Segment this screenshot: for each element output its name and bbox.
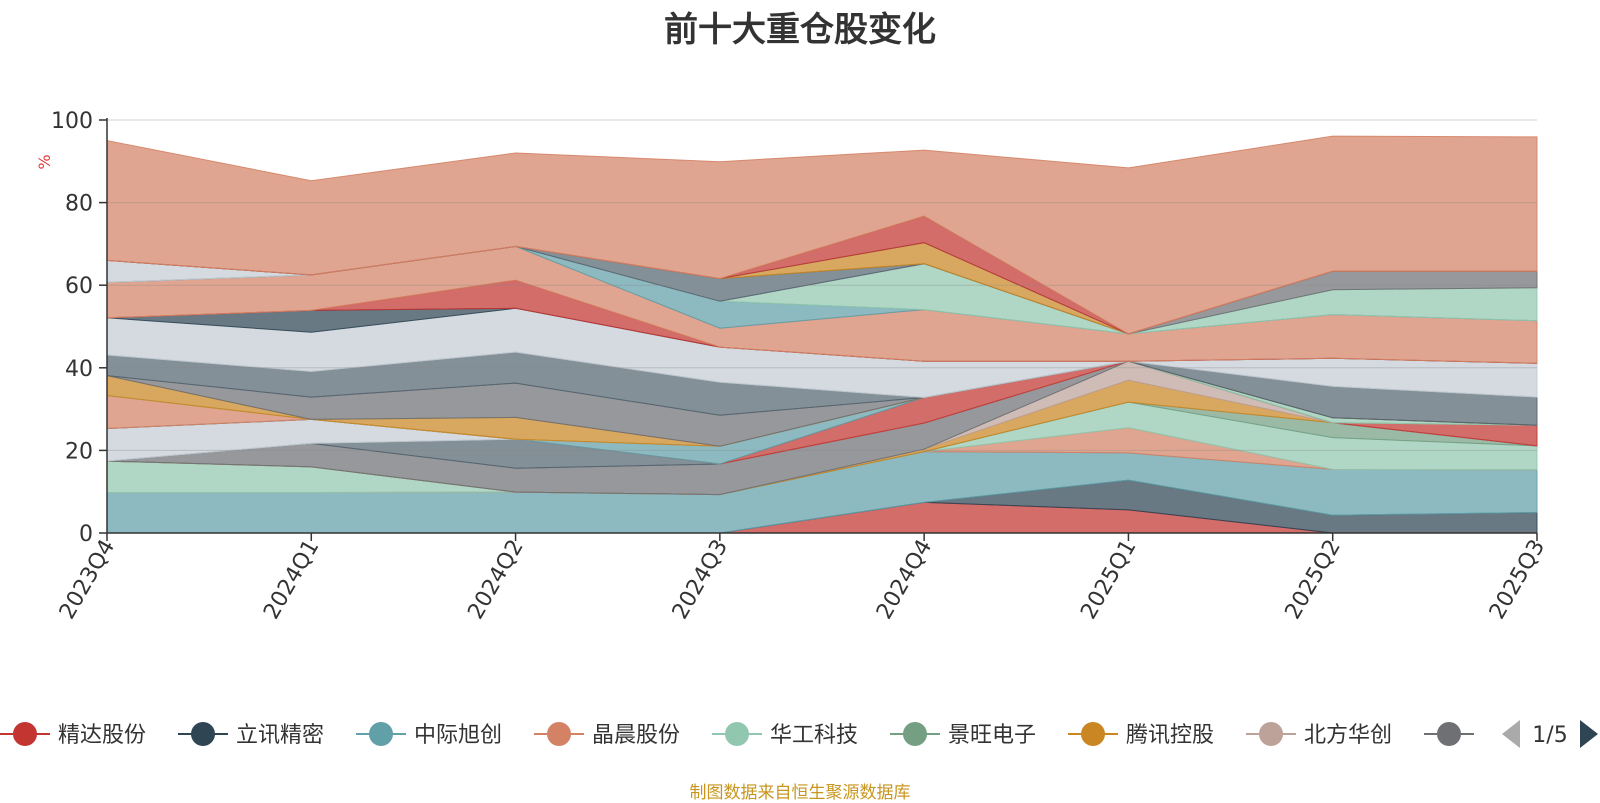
legend-item: 北方华创 — [1246, 722, 1392, 748]
legend-marker — [369, 722, 393, 746]
stacked-areas — [106, 135, 1538, 534]
source-note: 制图数据来自恒生聚源数据库 — [689, 783, 911, 803]
x-tick-label: 2024Q3 — [668, 536, 733, 624]
legend-label: 中际旭创 — [414, 723, 502, 748]
x-tick-label: 2023Q4 — [55, 536, 120, 624]
y-tick-label: 100 — [51, 109, 93, 134]
legend-marker — [191, 722, 215, 746]
y-tick-label: 0 — [79, 522, 93, 547]
grid-lines — [107, 119, 1537, 451]
legend-next-page-icon[interactable] — [1580, 720, 1598, 748]
legend-marker — [13, 722, 37, 746]
x-tick-label: 2025Q3 — [1485, 536, 1550, 624]
legend-marker — [1259, 722, 1283, 746]
legend-label: 晶晨股份 — [592, 723, 680, 748]
legend-marker — [547, 722, 571, 746]
legend-label: 立讯精密 — [236, 723, 324, 748]
legend-item: 立讯精密 — [178, 722, 324, 748]
legend-marker — [1081, 722, 1105, 746]
y-axis-unit-label: % — [35, 154, 54, 169]
x-tick-label: 2024Q2 — [463, 536, 528, 624]
legend-item: 中际旭创 — [356, 722, 502, 748]
legend-prev-page-icon[interactable] — [1502, 720, 1520, 748]
legend-item: 腾讯控股 — [1068, 722, 1214, 748]
legend-items: 精达股份 立讯精密 中际旭创 晶晨股份 华工科技 景旺电子 腾讯控股 北方华创 — [0, 722, 1474, 748]
chart-title: 前十大重仓股变化 — [664, 10, 936, 50]
legend-page-indicator: 1/5 — [1532, 723, 1567, 748]
legend-label: 腾讯控股 — [1126, 723, 1214, 748]
legend-item: 晶晨股份 — [534, 722, 680, 748]
y-tick-label: 20 — [65, 439, 93, 464]
series-area-31 — [106, 135, 1538, 335]
legend: 精达股份 立讯精密 中际旭创 晶晨股份 华工科技 景旺电子 腾讯控股 北方华创 1/5 — [0, 720, 1598, 748]
y-tick-label: 40 — [65, 357, 93, 382]
x-tick-label: 2024Q4 — [872, 536, 937, 624]
legend-marker — [903, 722, 927, 746]
legend-item: 华工科技 — [712, 722, 858, 748]
legend-label: 精达股份 — [58, 723, 146, 748]
x-tick-label: 2025Q1 — [1076, 536, 1141, 624]
legend-item: 景旺电子 — [890, 722, 1036, 748]
legend-marker — [725, 722, 749, 746]
legend-marker — [1437, 722, 1461, 746]
x-tick-label: 2025Q2 — [1281, 536, 1346, 624]
legend-label: 华工科技 — [770, 723, 858, 748]
y-tick-label: 60 — [65, 274, 93, 299]
legend-item — [1424, 722, 1474, 746]
y-tick-label: 80 — [65, 192, 93, 217]
legend-label: 景旺电子 — [948, 723, 1036, 748]
x-tick-label: 2024Q1 — [259, 536, 324, 624]
legend-item: 精达股份 — [0, 722, 146, 748]
legend-label: 北方华创 — [1304, 723, 1392, 748]
